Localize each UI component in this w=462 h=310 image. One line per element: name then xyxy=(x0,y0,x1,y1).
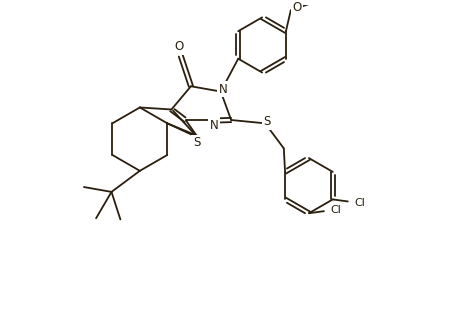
Text: O: O xyxy=(175,41,184,53)
Text: N: N xyxy=(219,82,227,95)
Text: Cl: Cl xyxy=(354,198,365,208)
Text: O: O xyxy=(292,1,302,14)
Text: Cl: Cl xyxy=(331,205,341,215)
Text: S: S xyxy=(263,115,271,128)
Text: S: S xyxy=(193,136,200,149)
Text: N: N xyxy=(210,119,219,132)
